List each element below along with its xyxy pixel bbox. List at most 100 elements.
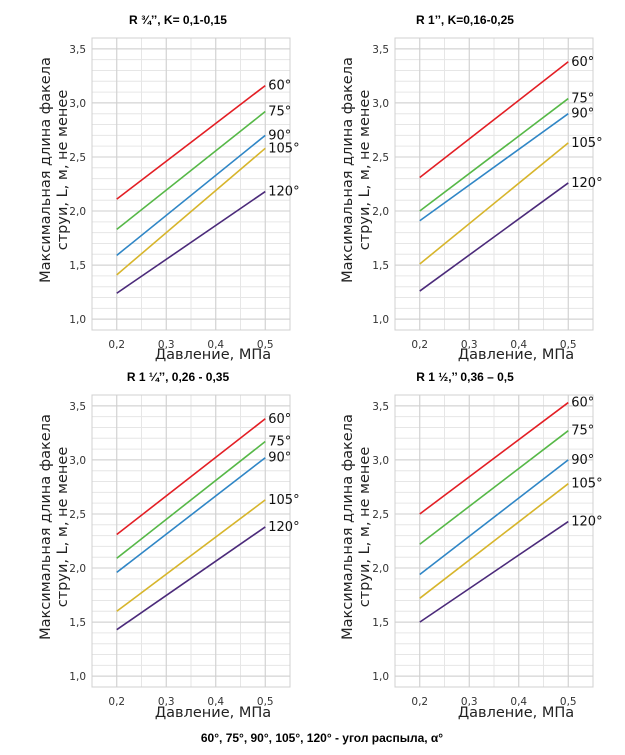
series-line-120deg [116,190,266,294]
series-line-105deg [419,483,569,599]
x-tick-label: 0,4 [510,339,527,351]
x-tick-label: 0,4 [207,339,224,351]
series-line-60deg [116,84,266,200]
y-axis-label: Максимальная длина факеластруи, L, м, не… [38,57,71,283]
y-tick-label: 3,5 [372,401,389,413]
x-axis-label: Давление, МПа [155,705,271,721]
series-label: 75° [268,435,291,450]
y-tick-label: 1,5 [69,260,86,272]
chart-panel: 0,2 0,3 0,4 0,5 1,0 1,5 2,0 2,5 3,0 3,5 R 1’’, K=0… [340,13,603,363]
series-label: 90° [268,451,291,466]
series-label: 120° [268,520,299,535]
y-tick-label: 1,0 [372,671,389,683]
series-label: 120° [571,176,602,191]
y-tick-label: 2,0 [372,563,389,575]
series-label: 75° [268,105,291,120]
y-axis-label: Максимальная длина факеластруи, L, м, не… [340,57,373,283]
y-tick-label: 1,5 [372,617,389,629]
y-tick-label: 2,0 [69,563,86,575]
figure-caption: 60°, 75°, 90°, 105°, 120° - угол распыла… [201,731,443,745]
y-tick-label: 1,5 [372,260,389,272]
y-axis-label: Максимальная длина факеластруи, L, м, не… [340,414,373,640]
y-tick-label: 2,5 [69,509,86,521]
x-axis-label: Давление, МПа [458,347,574,363]
y-tick-label: 3,5 [69,401,86,413]
series-line-75deg [419,430,569,545]
series-line-90deg [116,457,266,573]
chart-title: R ¾’’, K= 0,1-0,15 [129,13,227,27]
series-line-75deg [419,97,569,212]
y-tick-label: 1,0 [69,671,86,683]
y-tick-label: 2,5 [372,152,389,164]
series-label: 120° [268,185,299,200]
series-line-75deg [116,110,266,231]
series-line-105deg [116,147,266,276]
x-tick-label: 0,2 [411,339,428,351]
x-tick-label: 0,4 [510,696,527,708]
plot-area [91,37,291,331]
y-tick-label: 2,0 [372,206,389,218]
y-tick-label: 3,0 [372,455,389,467]
series-line-105deg [116,499,266,612]
series-label: 105° [268,493,299,508]
y-tick-label: 1,0 [372,314,389,326]
x-tick-label: 0,3 [158,339,175,351]
series-label: 90° [571,107,594,122]
plot-area [394,37,594,331]
x-tick-label: 0,5 [560,339,577,351]
series-label: 60° [268,79,291,94]
x-tick-label: 0,2 [411,696,428,708]
y-tick-label: 2,0 [69,206,86,218]
x-tick-label: 0,4 [207,696,224,708]
series-line-90deg [419,459,569,576]
x-axis-label: Давление, МПа [458,705,574,721]
chart-title: R 1’’, K=0,16-0,25 [416,13,514,27]
chart-title: R 1 ½,’’ 0,36 – 0,5 [416,370,514,384]
x-tick-label: 0,5 [257,339,274,351]
x-tick-label: 0,3 [461,339,478,351]
x-tick-label: 0,2 [108,696,125,708]
series-line-120deg [419,520,569,623]
x-axis-label: Давление, МПа [155,347,271,363]
series-label: 60° [268,412,291,427]
y-tick-label: 2,5 [372,509,389,521]
chart-panel: 0,2 0,3 0,4 0,5 1,0 1,5 2,0 2,5 3,0 3,5 R 1 ¼’’, 0… [38,370,300,721]
series-line-60deg [116,418,266,536]
x-tick-label: 0,3 [158,696,175,708]
x-tick-label: 0,5 [257,696,274,708]
y-axis-label: Максимальная длина факеластруи, L, м, не… [38,414,71,640]
series-label: 105° [571,136,602,151]
series-label: 75° [571,424,594,439]
x-tick-label: 0,3 [461,696,478,708]
series-label: 60° [571,396,594,411]
series-label: 75° [571,92,594,107]
series-label: 60° [571,55,594,70]
y-tick-label: 3,0 [69,98,86,110]
series-line-90deg [419,113,569,222]
y-tick-label: 3,5 [372,44,389,56]
chart-title: R 1 ¼’’, 0,26 - 0,35 [127,370,230,384]
y-tick-label: 1,0 [69,314,86,326]
plot-area [91,394,291,688]
series-line-60deg [419,401,569,515]
series-line-60deg [419,61,569,179]
series-label: 90° [571,453,594,468]
series-label: 105° [571,477,602,492]
series-line-90deg [116,134,266,256]
chart-panel: 0,2 0,3 0,4 0,5 1,0 1,5 2,0 2,5 3,0 3,5 R 1 ½,’’ 0… [340,370,603,721]
series-label: 105° [268,141,299,156]
y-tick-label: 3,0 [372,98,389,110]
series-line-120deg [116,526,266,631]
y-tick-label: 2,5 [69,152,86,164]
y-tick-label: 3,0 [69,455,86,467]
x-tick-label: 0,5 [560,696,577,708]
plot-area [394,394,594,688]
series-line-105deg [419,142,569,265]
series-label: 120° [571,515,602,530]
x-tick-label: 0,2 [108,339,125,351]
y-tick-label: 3,5 [69,44,86,56]
series-line-120deg [419,182,569,292]
series-label: 90° [268,128,291,143]
chart-panel: 0,2 0,3 0,4 0,5 1,0 1,5 2,0 2,5 3,0 3,5 R ¾’’, K= … [38,13,300,363]
